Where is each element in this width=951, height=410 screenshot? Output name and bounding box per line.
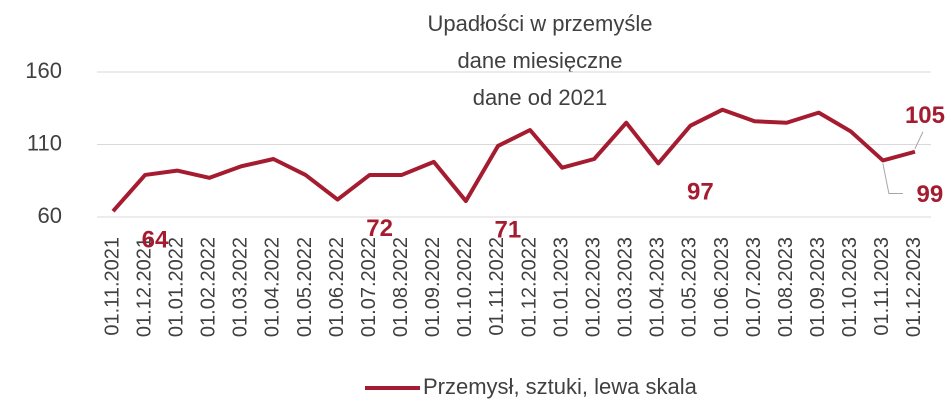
label-leader: [882, 163, 903, 194]
legend-label: Przemysł, sztuki, lewa skala: [423, 374, 698, 399]
x-tick-label: 01.10.2023: [839, 237, 861, 337]
data-label: 99: [917, 181, 944, 208]
line-series: [111, 107, 916, 213]
label-leader: [914, 131, 924, 149]
x-tick-label: 01.02.2023: [582, 237, 604, 337]
x-tick-label: 01.10.2022: [454, 237, 476, 337]
x-tick-label: 01.03.2023: [615, 237, 637, 337]
data-label: 64: [142, 227, 169, 254]
x-tick-label: 01.01.2022: [165, 237, 187, 337]
y-tick-label: 110: [27, 130, 62, 155]
x-tick-label: 01.09.2022: [422, 237, 444, 337]
data-label: 97: [687, 179, 714, 206]
x-tick-label: 01.03.2022: [230, 237, 252, 337]
x-tick-label: 01.09.2023: [807, 237, 829, 337]
data-label: 71: [495, 216, 522, 243]
x-tick-label: 01.07.2022: [358, 237, 380, 337]
x-tick-label: 01.12.2023: [903, 237, 925, 337]
x-tick-label: 01.11.2022: [486, 237, 508, 336]
x-tick-label: 01.08.2023: [775, 237, 797, 337]
chart-title: dane miesięczne: [457, 48, 622, 73]
x-tick-label: 01.12.2022: [518, 237, 540, 337]
x-tick-label: 01.06.2023: [711, 237, 733, 337]
x-tick-label: 01.04.2023: [647, 237, 669, 337]
x-tick-label: 01.04.2022: [262, 237, 284, 337]
x-tick-label: 01.01.2023: [550, 237, 572, 337]
data-label: 72: [366, 215, 393, 242]
x-tick-label: 01.06.2022: [326, 237, 348, 337]
x-tick-label: 01.11.2023: [871, 237, 893, 336]
x-tick-label: 01.05.2023: [679, 237, 701, 337]
x-tick-label: 01.07.2023: [743, 237, 765, 337]
x-tick-label: 01.11.2021: [101, 237, 123, 336]
x-tick-label: 01.12.2021: [133, 237, 155, 337]
x-tick-label: 01.08.2022: [390, 237, 412, 337]
x-tick-label: 01.02.2022: [198, 237, 220, 337]
chart-title: dane od 2021: [473, 85, 608, 110]
data-label: 105: [905, 102, 945, 129]
chart-title: Upadłości w przemyśle: [428, 11, 653, 36]
y-tick-label: 60: [38, 203, 62, 228]
x-tick-label: 01.05.2022: [294, 237, 316, 337]
y-tick-label: 160: [25, 58, 62, 83]
